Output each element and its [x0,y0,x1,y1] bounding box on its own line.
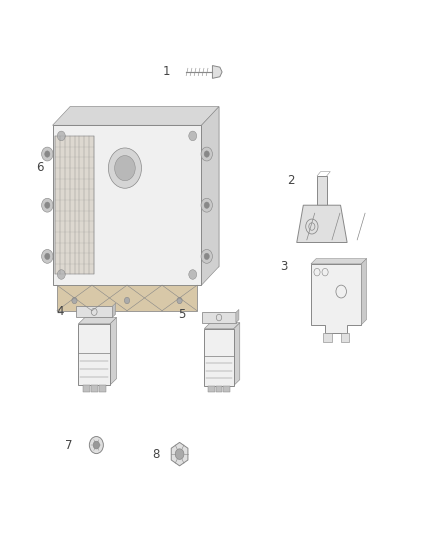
Text: 2: 2 [287,174,295,187]
Polygon shape [201,107,219,285]
Polygon shape [361,259,367,325]
Polygon shape [99,385,106,392]
Polygon shape [208,385,215,392]
Circle shape [189,131,197,141]
Polygon shape [76,306,112,317]
Polygon shape [341,333,350,342]
Polygon shape [171,442,188,466]
Circle shape [204,151,209,157]
Text: 8: 8 [152,448,159,461]
Polygon shape [223,385,230,392]
Circle shape [201,249,212,263]
Polygon shape [297,205,347,243]
Circle shape [108,148,141,188]
Polygon shape [205,322,240,329]
Text: 3: 3 [280,260,287,273]
Polygon shape [53,125,201,285]
Polygon shape [91,385,98,392]
Polygon shape [78,317,117,324]
Polygon shape [233,322,240,385]
Text: 6: 6 [36,161,44,174]
Circle shape [45,151,50,157]
Circle shape [42,198,53,212]
Polygon shape [212,66,222,78]
Circle shape [57,270,65,279]
Circle shape [89,437,103,454]
Circle shape [189,270,197,279]
Polygon shape [70,107,219,266]
Circle shape [72,297,77,304]
Circle shape [175,449,184,459]
Circle shape [124,297,130,304]
Polygon shape [311,259,367,264]
Polygon shape [112,303,116,317]
Circle shape [204,253,209,260]
Circle shape [177,297,182,304]
Circle shape [42,147,53,161]
Text: 4: 4 [56,305,64,318]
Polygon shape [323,333,332,342]
Circle shape [42,249,53,263]
Polygon shape [317,176,327,205]
Circle shape [93,441,99,449]
Polygon shape [55,136,94,274]
Polygon shape [83,385,90,392]
Circle shape [115,156,135,181]
Polygon shape [57,285,197,311]
Polygon shape [236,310,239,322]
Polygon shape [53,107,219,125]
Text: 5: 5 [178,308,185,321]
Circle shape [45,202,50,208]
Polygon shape [216,385,222,392]
Circle shape [57,131,65,141]
Text: 7: 7 [65,439,73,451]
Circle shape [201,147,212,161]
Polygon shape [202,312,236,322]
Polygon shape [311,264,361,333]
Circle shape [204,202,209,208]
Polygon shape [110,317,117,385]
Circle shape [201,198,212,212]
Text: 1: 1 [162,66,170,78]
Polygon shape [78,324,110,385]
Polygon shape [205,329,233,385]
Circle shape [45,253,50,260]
